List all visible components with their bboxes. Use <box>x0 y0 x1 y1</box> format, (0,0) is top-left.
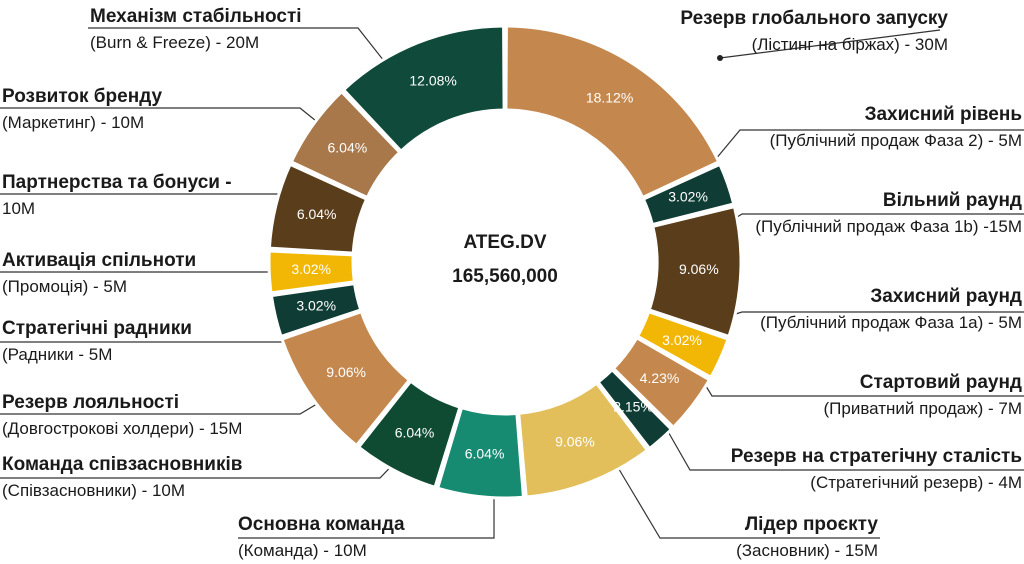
legend-loyalty: Резерв лояльності (Довгострокові холдери… <box>2 390 242 442</box>
slice-label-team: 6.04% <box>465 446 505 462</box>
slice-label-advisors: 3.02% <box>296 297 336 313</box>
slice-label-leader: 9.06% <box>555 434 595 450</box>
legend-sub: (Публічний продаж Фаза 2) - 5М <box>769 131 1022 150</box>
slice-label-community: 3.02% <box>291 261 331 277</box>
center-title: ATEG.DV <box>463 232 546 253</box>
legend-leader: Лідер проєкту (Засновник) - 15М <box>736 512 878 564</box>
legend-team: Основна команда (Команда) - 10М <box>238 512 405 564</box>
slice-cofounders <box>356 379 462 490</box>
legend-protect1a: Захисний раунд (Публічний продаж Фаза 1a… <box>732 284 1022 336</box>
legend-start: Стартовий раунд (Приватний продаж) - 7М <box>823 370 1022 422</box>
legend-title: Механізм стабільності <box>90 6 302 27</box>
legend-sub: (Лістинг на біржах) - 30М <box>751 35 948 54</box>
legend-title: Резерв лояльності <box>2 392 180 413</box>
leader-dot-launch <box>717 55 723 61</box>
slice-start <box>611 335 712 430</box>
legend-partners: Партнерства та бонуси - 10М <box>2 170 232 222</box>
legend-sub: (Співзасновники) - 10М <box>2 481 186 500</box>
legend-title: Захисний раунд <box>870 286 1022 307</box>
legend-sub: (Засновник) - 15М <box>736 541 878 560</box>
legend-title: Захисний рівень <box>864 104 1022 125</box>
slice-stability <box>341 24 506 154</box>
legend-title: Резерв на стратегічну сталість <box>730 446 1022 467</box>
slice-label-loyalty: 9.06% <box>326 364 366 380</box>
legend-sub: (Публічний продаж Фаза 1b) -15М <box>755 217 1022 236</box>
leader-line-launch <box>719 29 941 59</box>
slice-strategic <box>596 367 674 451</box>
slice-label-protect2: 3.02% <box>668 188 708 204</box>
legend-title: Розвиток бренду <box>2 86 163 107</box>
legend-cofounders: Команда співзасновників (Співзасновники)… <box>2 452 242 504</box>
slice-label-protect1a: 3.02% <box>662 332 702 348</box>
legend-sub: (Приватний продаж) - 7М <box>823 399 1022 418</box>
legend-title: Стартовий раунд <box>859 372 1022 393</box>
legend-title: Команда співзасновників <box>2 454 243 475</box>
slice-team <box>435 405 526 500</box>
slice-protect1a <box>635 309 730 380</box>
slice-label-free: 9.06% <box>679 261 719 277</box>
legend-community: Активація спільноти (Промоція) - 5М <box>2 248 196 300</box>
center-total: 165,560,000 <box>452 266 558 287</box>
legend-title: Стратегічні радники <box>2 318 192 339</box>
slice-brand <box>289 89 402 200</box>
slice-label-brand: 6.04% <box>327 140 367 156</box>
legend-sub: 10М <box>2 199 36 218</box>
legend-sub: (Публічний продаж Фаза 1a) - 5М <box>760 313 1022 332</box>
legend-title: Партнерства та бонуси - <box>2 172 232 193</box>
legend-free: Вільний раунд (Публічний продаж Фаза 1b)… <box>732 188 1022 240</box>
legend-title: Основна команда <box>238 514 405 535</box>
slice-label-stability: 12.08% <box>409 73 456 89</box>
slice-partners <box>267 162 369 255</box>
slice-advisors <box>269 281 363 339</box>
legend-strategic: Резерв на стратегічну сталість (Стратегі… <box>731 444 1022 496</box>
slice-label-launch: 18.12% <box>586 89 633 105</box>
legend-launch: Резерв глобального запуску (Лістинг на б… <box>680 6 948 58</box>
legend-protect2: Захисний рівень (Публічний продаж Фаза 2… <box>742 102 1022 154</box>
legend-brand: Розвиток бренду (Маркетинг) - 10М <box>2 84 162 136</box>
slice-label-cofounders: 6.04% <box>395 424 435 440</box>
legend-title: Лідер проєкту <box>744 514 878 535</box>
slice-percent-labels: 18.12% 3.02% 9.06% 3.02% 4.23% 2.15% 9.06% 6.04… <box>291 73 718 462</box>
legend-sub: (Стратегічний резерв) - 4М <box>810 473 1022 492</box>
legend-title: Активація спільноти <box>2 250 197 271</box>
donut-slices <box>267 24 743 500</box>
slice-free <box>647 204 743 339</box>
slice-leader <box>517 381 650 499</box>
legend-sub: (Радники - 5М <box>2 345 113 364</box>
legend-sub: (Промоція) - 5М <box>2 277 128 296</box>
slice-label-strategic: 2.15% <box>613 398 653 414</box>
legend-sub: (Burn & Freeze) - 20М <box>90 33 260 52</box>
slice-loyalty <box>280 309 412 448</box>
slice-label-partners: 6.04% <box>297 206 337 222</box>
slice-launch <box>504 24 721 200</box>
slice-label-start: 4.23% <box>640 370 680 386</box>
legend-advisors: Стратегічні радники (Радники - 5М <box>2 316 192 368</box>
legend-stability: Механізм стабільності (Burn & Freeze) - … <box>90 4 302 56</box>
legend-title: Резерв глобального запуску <box>680 8 948 29</box>
legend-sub: (Довгострокові холдери) - 15М <box>2 419 243 438</box>
legend-sub: (Маркетинг) - 10М <box>2 113 145 132</box>
legend-title: Вільний раунд <box>882 190 1022 211</box>
slice-community <box>267 249 356 295</box>
slice-protect2 <box>641 162 736 227</box>
legend-sub: (Команда) - 10М <box>238 541 367 560</box>
